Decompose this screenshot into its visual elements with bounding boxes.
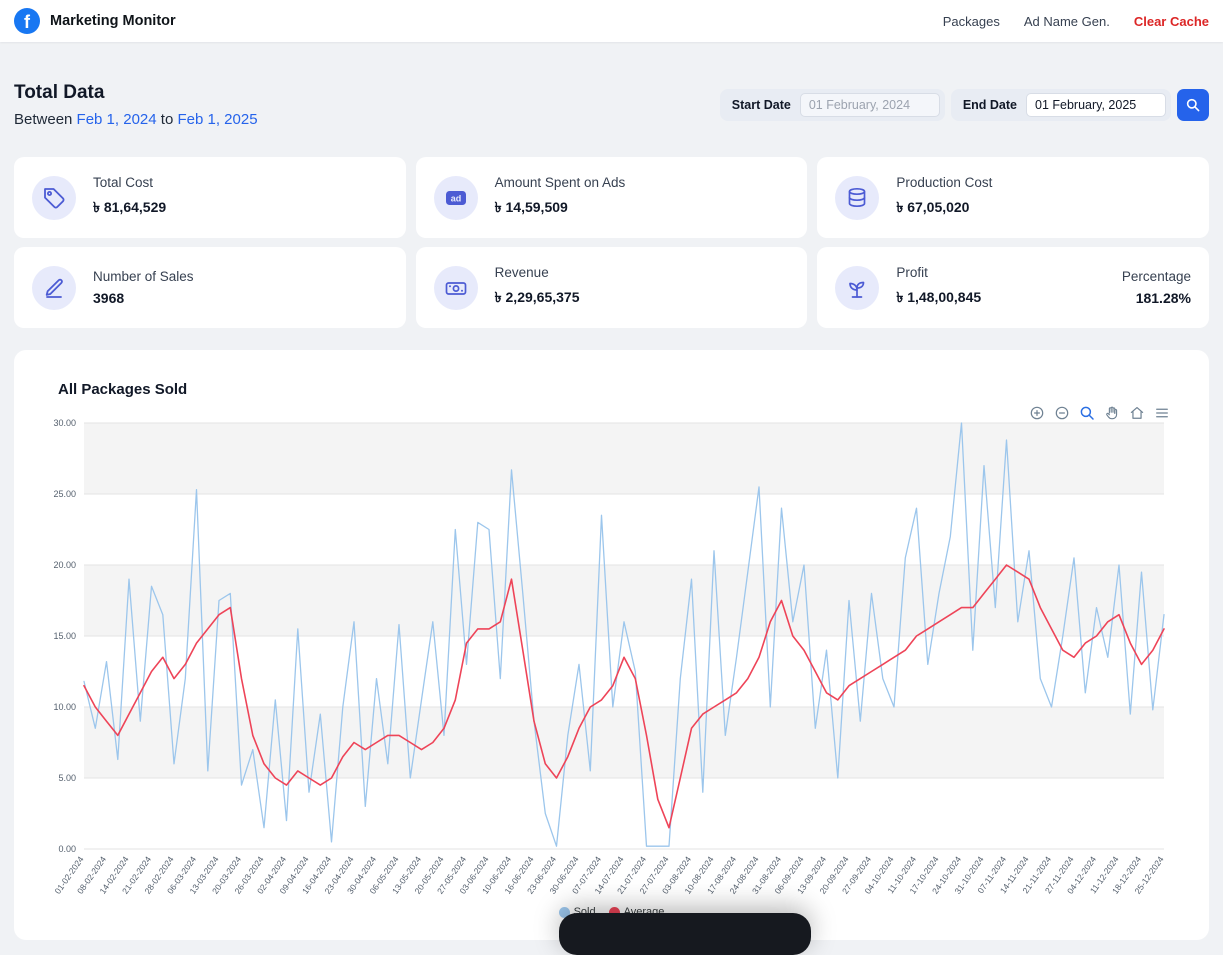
money-icon <box>434 266 478 310</box>
selection-zoom-icon[interactable] <box>1078 404 1096 422</box>
card-value: ৳ 1,48,00,845 <box>896 286 981 310</box>
start-date-input[interactable] <box>800 93 940 117</box>
svg-text:25.00: 25.00 <box>53 489 76 499</box>
chart-title: All Packages Sold <box>14 350 1209 398</box>
zoom-in-icon[interactable] <box>1028 404 1046 422</box>
card-value: ৳ 81,64,529 <box>93 196 166 220</box>
stat-cards: Total Cost ৳ 81,64,529 ad Amount Spent o… <box>14 157 1209 328</box>
packages-sold-chart-canvas[interactable]: 0.005.0010.0015.0020.0025.0030.0001-02-2… <box>22 411 1182 906</box>
navbar: f Marketing Monitor Packages Ad Name Gen… <box>0 0 1223 42</box>
card-title: Production Cost <box>896 175 992 190</box>
tag-icon <box>32 176 76 220</box>
card-production-cost: Production Cost ৳ 67,05,020 <box>817 157 1209 238</box>
svg-text:20.00: 20.00 <box>53 560 76 570</box>
svg-text:10.00: 10.00 <box>53 702 76 712</box>
percentage-value: 181.28% <box>1122 290 1191 306</box>
card-title: Number of Sales <box>93 269 194 284</box>
card-value: ৳ 67,05,020 <box>896 196 992 220</box>
facebook-logo-icon: f <box>14 8 40 34</box>
zoom-out-icon[interactable] <box>1053 404 1071 422</box>
search-icon <box>1185 97 1201 113</box>
header-text: Total Data Between Feb 1, 2024 to Feb 1,… <box>14 82 258 128</box>
svg-text:5.00: 5.00 <box>58 773 76 783</box>
pen-icon <box>32 266 76 310</box>
end-date-input[interactable] <box>1026 93 1166 117</box>
card-title: Total Cost <box>93 175 166 190</box>
ad-icon: ad <box>434 176 478 220</box>
svg-text:0.00: 0.00 <box>58 844 76 854</box>
app-title: Marketing Monitor <box>50 13 176 29</box>
chart-card: All Packages Sold <box>14 350 1209 940</box>
card-profit: Profit ৳ 1,48,00,845 Percentage 181.28% <box>817 247 1209 328</box>
card-number-of-sales: Number of Sales 3968 <box>14 247 406 328</box>
plant-icon <box>835 266 879 310</box>
card-title: Revenue <box>495 265 580 280</box>
date-filters: Start Date End Date <box>720 89 1209 121</box>
search-button[interactable] <box>1177 89 1209 121</box>
card-title: Profit <box>896 265 981 280</box>
main-content: Total Data Between Feb 1, 2024 to Feb 1,… <box>0 82 1223 940</box>
card-total-cost: Total Cost ৳ 81,64,529 <box>14 157 406 238</box>
coins-icon <box>835 176 879 220</box>
nav-links: Packages Ad Name Gen. Clear Cache <box>943 14 1209 29</box>
profit-percentage: Percentage 181.28% <box>1122 269 1191 306</box>
svg-text:ad: ad <box>450 193 461 203</box>
pan-icon[interactable] <box>1103 404 1121 422</box>
brand[interactable]: f Marketing Monitor <box>14 8 176 34</box>
from-date-link[interactable]: Feb 1, 2024 <box>77 111 157 128</box>
card-revenue: Revenue ৳ 2,29,65,375 <box>416 247 808 328</box>
chart-toolbar <box>1028 404 1171 422</box>
start-date-label: Start Date <box>732 98 791 112</box>
to-date-link[interactable]: Feb 1, 2025 <box>177 111 257 128</box>
svg-text:15.00: 15.00 <box>53 631 76 641</box>
reset-zoom-home-icon[interactable] <box>1128 404 1146 422</box>
to-label: to <box>161 111 174 128</box>
bottom-overlay-pill <box>559 913 811 955</box>
card-value: ৳ 2,29,65,375 <box>495 286 580 310</box>
card-value: ৳ 14,59,509 <box>495 196 626 220</box>
header-row: Total Data Between Feb 1, 2024 to Feb 1,… <box>14 82 1209 128</box>
end-date-group: End Date <box>951 89 1171 121</box>
end-date-label: End Date <box>963 98 1017 112</box>
percentage-label: Percentage <box>1122 269 1191 284</box>
between-label: Between <box>14 111 72 128</box>
card-title: Amount Spent on Ads <box>495 175 626 190</box>
start-date-group: Start Date <box>720 89 945 121</box>
svg-text:30.00: 30.00 <box>53 418 76 428</box>
nav-link-ad-name-gen[interactable]: Ad Name Gen. <box>1024 14 1110 29</box>
menu-icon[interactable] <box>1153 404 1171 422</box>
nav-link-packages[interactable]: Packages <box>943 14 1000 29</box>
nav-link-clear-cache[interactable]: Clear Cache <box>1134 14 1209 29</box>
card-ad-spend: ad Amount Spent on Ads ৳ 14,59,509 <box>416 157 808 238</box>
date-range-text: Between Feb 1, 2024 to Feb 1, 2025 <box>14 111 258 128</box>
card-value: 3968 <box>93 290 194 306</box>
page-title: Total Data <box>14 82 258 104</box>
